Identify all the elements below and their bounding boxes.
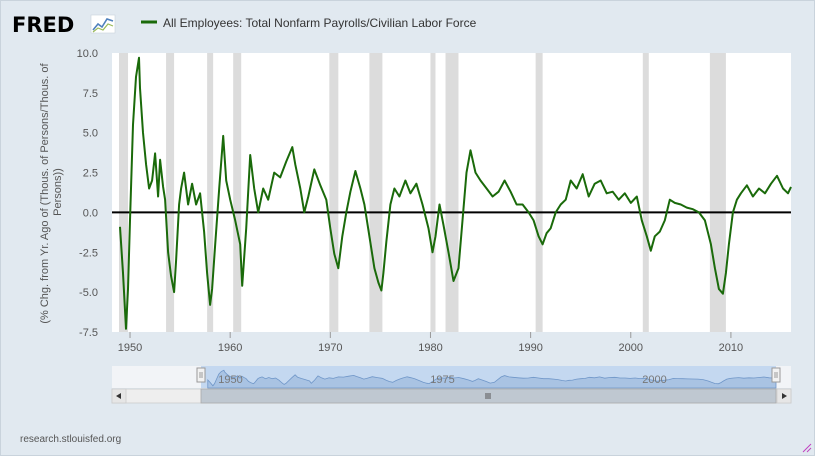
- y-axis-ticks: 10.0 7.5 5.0 2.5 0.0 -2.5 -5.0 -7.5: [77, 48, 98, 339]
- navigator-scrollbar[interactable]: [111, 388, 792, 404]
- recession-band-7: [445, 53, 459, 332]
- navigator-labels: 1950 1975 2000: [218, 374, 667, 386]
- scroll-grip-icon: [485, 393, 491, 399]
- navigator-label: 1975: [430, 374, 454, 386]
- navigator-area: [207, 369, 777, 389]
- y-tick-label: -5.0: [79, 287, 98, 299]
- navigator-right-handle[interactable]: [771, 367, 781, 383]
- y-axis-title-line-2: Persons)): [52, 168, 64, 216]
- y-tick-label: 10.0: [77, 48, 98, 60]
- scroll-right-arrow-icon: [782, 393, 787, 399]
- recession-shading: [119, 53, 726, 332]
- y-axis-title: (% Chg. from Yr. Ago of (Thous. of Perso…: [39, 60, 64, 323]
- resize-grip-icon[interactable]: [802, 443, 812, 453]
- y-tick-label: -2.5: [79, 247, 98, 259]
- recession-band-2: [207, 53, 214, 332]
- range-navigator[interactable]: 1950 1975 2000: [112, 366, 791, 389]
- recession-band-8: [535, 53, 543, 332]
- fred-line-graph-icon: [90, 14, 116, 34]
- recession-band-9: [642, 53, 649, 332]
- x-tick-label: 1990: [518, 342, 542, 354]
- x-axis-ticks: 1950 1960 1970 1980 1990 2000 2010: [118, 332, 743, 354]
- scroll-right-button[interactable]: [776, 388, 792, 404]
- x-tick-label: 2000: [619, 342, 643, 354]
- x-tick-label: 1970: [318, 342, 342, 354]
- chart-legend[interactable]: All Employees: Total Nonfarm Payrolls/Ci…: [141, 16, 477, 30]
- plot-area[interactable]: [112, 53, 792, 332]
- y-tick-label: 5.0: [83, 128, 98, 140]
- x-tick-label: 2010: [719, 342, 743, 354]
- x-tick-label: 1980: [418, 342, 442, 354]
- navigator-left-handle[interactable]: [196, 367, 206, 383]
- x-tick-label: 1950: [118, 342, 142, 354]
- scroll-left-button[interactable]: [111, 388, 127, 404]
- recession-band-6: [430, 53, 436, 332]
- navigator-label: 2000: [642, 374, 666, 386]
- recession-band-3: [233, 53, 242, 332]
- y-axis-title-line-1: (% Chg. from Yr. Ago of (Thous. of Perso…: [39, 62, 51, 323]
- source-link[interactable]: research.stlouisfed.org: [20, 434, 121, 445]
- recession-band-0: [119, 53, 129, 332]
- scroll-left-arrow-icon: [116, 393, 121, 399]
- y-tick-label: 0.0: [83, 207, 98, 219]
- fred-logo[interactable]: FRED: [12, 13, 116, 37]
- x-tick-label: 1960: [218, 342, 242, 354]
- y-tick-label: 7.5: [83, 88, 98, 100]
- fred-logo-text: FRED: [12, 13, 74, 37]
- recession-band-4: [329, 53, 339, 332]
- series-line-payrolls-labor-force[interactable]: [119, 56, 792, 330]
- y-tick-label: -7.5: [79, 327, 98, 339]
- recession-band-1: [166, 53, 175, 332]
- navigator-label: 1950: [218, 374, 242, 386]
- legend-series-label: All Employees: Total Nonfarm Payrolls/Ci…: [163, 16, 477, 30]
- y-tick-label: 2.5: [83, 168, 98, 180]
